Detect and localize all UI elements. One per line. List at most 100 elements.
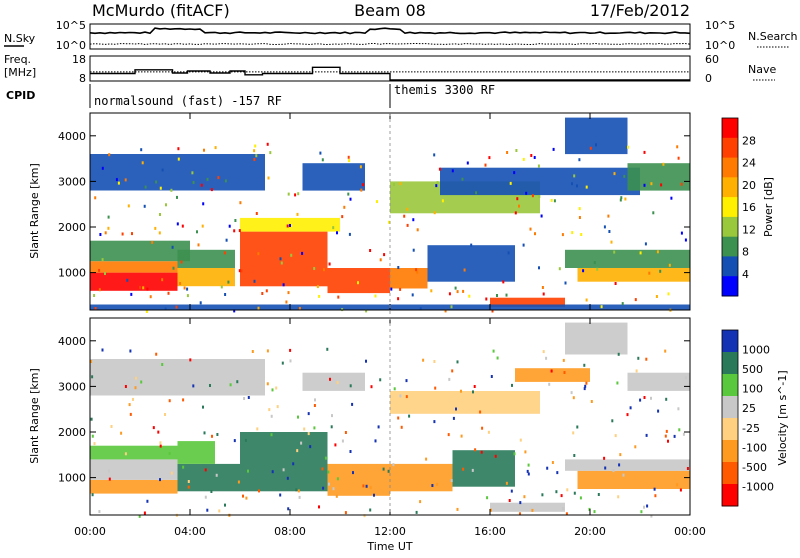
scatter-cell (307, 412, 310, 416)
scatter-cell (180, 260, 183, 264)
scatter-cell (93, 294, 96, 297)
scatter-cell (624, 197, 627, 201)
scatter-cell (433, 360, 436, 363)
scatter-cell (422, 358, 425, 362)
scatter-cell (314, 398, 316, 402)
scatter-cell (233, 229, 236, 233)
scatter-cell (451, 169, 454, 173)
scatter-cell (608, 230, 611, 233)
heatmap-region (390, 268, 428, 289)
scatter-cell (527, 463, 530, 467)
scatter-cell (516, 197, 519, 201)
scatter-cell (211, 434, 213, 438)
scatter-cell (541, 286, 544, 289)
scatter-cell (481, 426, 484, 430)
power-panel: 1000 2000 3000 4000 Slant Range [km] (28, 112, 691, 313)
scatter-cell (91, 434, 94, 438)
scatter-cell (582, 269, 585, 273)
time-x-axis: 00:00 04:00 08:00 12:00 16:00 20:00 00:00 (74, 113, 706, 538)
scatter-cell (326, 347, 329, 351)
y-tick-label: 4000 (58, 335, 86, 348)
velocity-colorbar-ticks: 1000 500 100 25 -25 -100 -500 -1000 (742, 344, 774, 494)
scatter-cell (187, 480, 190, 483)
scatter-cell (220, 285, 223, 289)
scatter-cell (155, 180, 158, 184)
colorbar-swatch (722, 418, 738, 441)
scatter-cell (589, 146, 592, 150)
scatter-cell (258, 489, 260, 493)
scatter-cell (616, 381, 619, 385)
scatter-cell (448, 292, 451, 296)
y-tick-label: 4000 (58, 130, 86, 143)
scatter-cell (289, 224, 291, 227)
colorbar-swatch (722, 276, 738, 297)
scatter-cell (505, 293, 508, 297)
scatter-cell (182, 398, 185, 402)
scatter-cell (202, 202, 205, 206)
scatter-cell (552, 147, 555, 151)
scatter-cell (313, 267, 316, 270)
scatter-cell (336, 381, 339, 385)
scatter-cell (431, 484, 434, 487)
velocity-colorbar-swatches (722, 330, 738, 507)
scatter-cell (434, 386, 437, 390)
scatter-cell (614, 282, 617, 285)
scatter-cell (419, 500, 422, 504)
scatter-cell (365, 484, 368, 488)
heatmap-region (565, 117, 628, 155)
scatter-cell (397, 266, 400, 269)
scatter-cell (684, 238, 687, 242)
scatter-cell (621, 302, 624, 306)
scatter-cell (393, 183, 395, 186)
scatter-cell (296, 212, 299, 216)
scatter-cell (322, 268, 325, 272)
scatter-cell (365, 309, 368, 313)
scatter-cell (143, 204, 146, 208)
scatter-cell (286, 224, 289, 228)
scatter-cell (351, 402, 354, 406)
scatter-cell (652, 211, 655, 215)
cpid-panel: CPID normalsound (fast) -157 RF themis 3… (6, 83, 495, 108)
scatter-cell (157, 430, 160, 434)
scatter-cell (538, 195, 541, 198)
scatter-cell (510, 489, 513, 493)
sky-noise-label: N.Sky (4, 32, 36, 45)
scatter-cell (144, 185, 147, 189)
cpid-label: CPID (6, 89, 35, 102)
y-tick-label: 3000 (58, 175, 86, 188)
x-tick-label: 20:00 (574, 525, 606, 538)
scatter-cell (682, 432, 685, 436)
scatter-cell (328, 262, 331, 266)
scatter-cell (558, 267, 561, 271)
heatmap-region (577, 470, 690, 489)
scatter-cell (450, 305, 453, 309)
scatter-cell (496, 294, 498, 297)
scatter-cell (335, 494, 338, 498)
scatter-cell (98, 288, 101, 292)
velocity-colorbar-frame (721, 329, 739, 507)
scatter-cell (128, 403, 131, 407)
heatmap-region (390, 391, 540, 414)
scatter-cell (117, 181, 120, 185)
scatter-cell (392, 463, 395, 467)
scatter-cell (490, 375, 493, 378)
scatter-cell (159, 186, 162, 190)
heatmap-region (90, 359, 265, 396)
scatter-cell (289, 359, 292, 363)
scatter-cell (474, 448, 477, 452)
scatter-cell (98, 268, 101, 272)
scatter-cell (237, 480, 240, 484)
scatter-cell (455, 407, 457, 411)
scatter-cell (415, 510, 418, 514)
scatter-cell (164, 413, 166, 416)
scatter-cell (159, 478, 161, 482)
colorbar-tick-label: -1000 (742, 480, 774, 493)
scatter-cell (406, 223, 409, 227)
power-colorbar-label: Power [dB] (762, 177, 775, 237)
scatter-cell (373, 493, 375, 497)
scatter-cell (135, 376, 137, 380)
scatter-cell (224, 503, 226, 507)
scatter-cell (508, 499, 511, 502)
scatter-cell (182, 465, 185, 469)
scatter-cell (294, 193, 297, 197)
